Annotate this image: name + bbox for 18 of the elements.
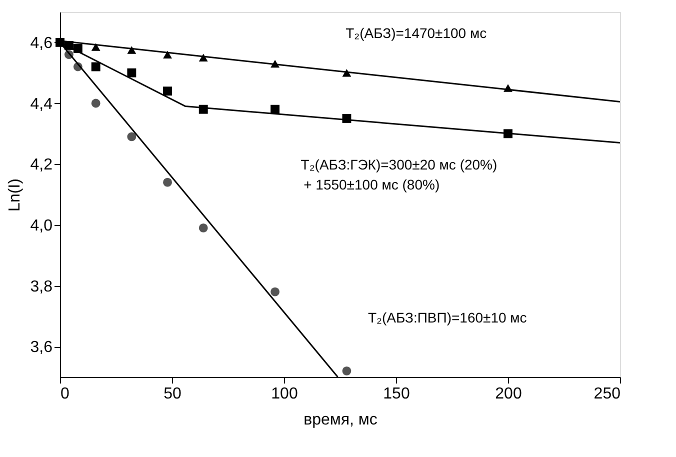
y-axis-title: Ln(I) [6, 178, 24, 212]
x-axis-title: время, мс [304, 412, 378, 428]
x-tick-label: 0 [60, 386, 70, 402]
annotation: T₂(АБЗ:ПВП)=160±10 мс [368, 310, 527, 326]
annotation: + 1550±100 мс (80%) [304, 176, 440, 192]
x-tick-label: 200 [495, 386, 522, 402]
x-tick-label: 50 [164, 386, 182, 402]
y-tick-label: 4,0 [30, 217, 53, 234]
annotation: T₂(АБЗ:ГЭК)=300±20 мс (20%) [300, 156, 498, 172]
y-tick-label: 3,6 [30, 339, 53, 356]
x-tick-label: 150 [383, 386, 410, 402]
y-tick-label: 4,4 [30, 96, 53, 113]
x-tick-label: 250 [594, 386, 621, 402]
annotation: T₂(АБЗ)=1470±100 мс [346, 24, 487, 41]
x-tick-label: 100 [271, 386, 298, 402]
y-tick-label: 3,8 [30, 278, 53, 296]
y-tick-label: 4,6 [30, 34, 53, 52]
y-tick-label: 4,2 [30, 156, 53, 174]
